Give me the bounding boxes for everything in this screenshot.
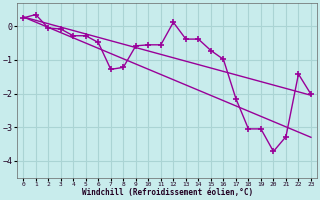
- X-axis label: Windchill (Refroidissement éolien,°C): Windchill (Refroidissement éolien,°C): [82, 188, 253, 197]
